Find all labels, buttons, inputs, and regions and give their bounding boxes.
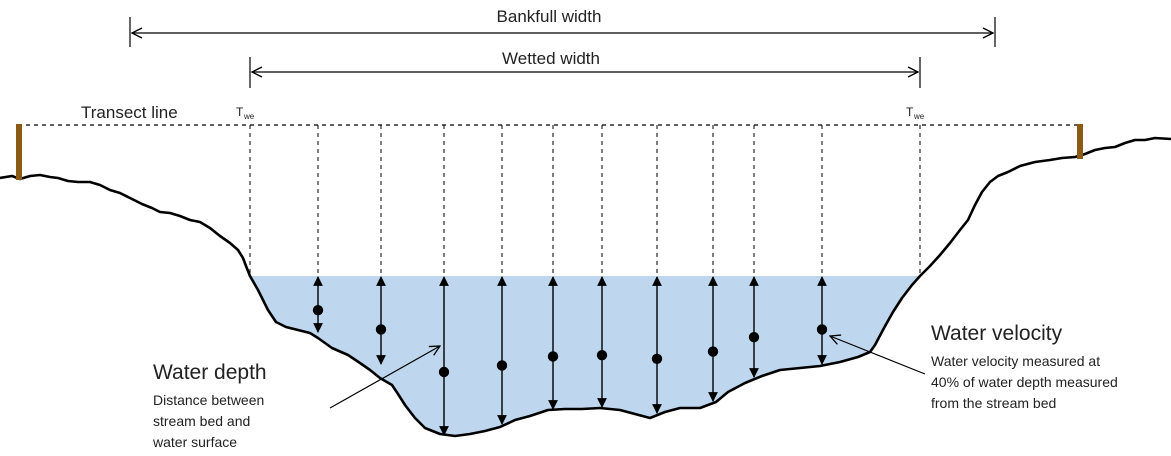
water-depth-desc-line-2: stream bed and xyxy=(153,413,250,429)
water-velocity-pointer xyxy=(830,336,926,375)
velocity-point xyxy=(496,360,508,371)
velocity-point xyxy=(547,351,559,362)
right-twe-sub: we xyxy=(913,112,925,121)
ground-profile xyxy=(0,136,1171,438)
water-velocity-heading: Water velocity xyxy=(931,322,1063,345)
wetted-width-dimension xyxy=(249,57,921,88)
wetted-width-label: Wetted width xyxy=(502,49,600,68)
left-stake xyxy=(16,124,22,180)
right-twe-label: T we xyxy=(906,105,925,121)
velocity-point xyxy=(816,324,828,335)
water-velocity-desc-line-2: 40% of water depth measured xyxy=(931,374,1118,390)
left-twe-main: T xyxy=(236,105,244,119)
water-depth-desc-line-1: Distance between xyxy=(153,392,264,408)
velocity-point xyxy=(375,324,387,335)
velocity-point xyxy=(438,366,450,378)
right-stake xyxy=(1077,124,1083,159)
vertical-guides xyxy=(249,125,921,276)
transect-line-label: Transect line xyxy=(81,103,178,122)
bankfull-width-dimension xyxy=(129,17,996,47)
velocity-point xyxy=(312,305,324,316)
bankfull-width-label: Bankfull width xyxy=(497,7,602,26)
water-depth-pointer xyxy=(329,346,440,409)
depth-measurements xyxy=(312,276,828,436)
velocity-point xyxy=(651,353,663,364)
right-twe-main: T xyxy=(906,105,914,119)
velocity-point xyxy=(707,346,719,357)
left-twe-sub: we xyxy=(243,112,255,121)
water-velocity-desc-line-3: from the stream bed xyxy=(931,395,1056,411)
left-twe-label: T we xyxy=(236,105,255,121)
water-depth-heading: Water depth xyxy=(153,361,267,384)
water-velocity-desc-line-1: Water velocity measured at xyxy=(931,353,1100,369)
velocity-point xyxy=(748,332,760,343)
velocity-point xyxy=(596,350,608,361)
water-depth-desc-line-3: water surface xyxy=(152,434,237,450)
